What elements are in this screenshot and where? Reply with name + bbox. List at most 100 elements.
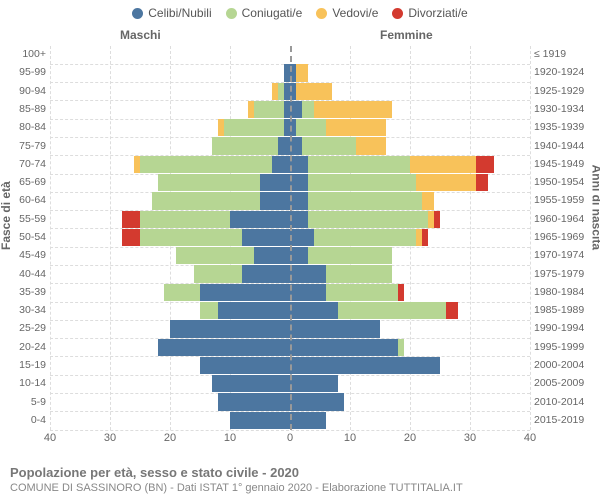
female-label: Femmine	[380, 28, 433, 42]
bar-segment	[326, 284, 398, 301]
footer: Popolazione per età, sesso e stato civil…	[10, 465, 590, 494]
bar-segment	[476, 174, 488, 191]
bar-segment	[212, 375, 290, 392]
bar-segment	[296, 64, 308, 81]
legend-item: Divorziati/e	[392, 6, 467, 20]
bar-segment	[326, 119, 386, 136]
birth-year-label: 1990-1994	[534, 322, 596, 334]
birth-year-label: 2010-2014	[534, 396, 596, 408]
male-label: Maschi	[120, 28, 161, 42]
bar-segment	[338, 302, 446, 319]
bar-segment	[290, 211, 308, 228]
birth-year-label: 1985-1989	[534, 304, 596, 316]
birth-year-label: 1920-1924	[534, 66, 596, 78]
legend-item: Celibi/Nubili	[132, 6, 211, 20]
age-label: 25-29	[4, 322, 46, 334]
bar-segment	[290, 229, 314, 246]
bar-segment	[290, 174, 308, 191]
age-label: 55-59	[4, 213, 46, 225]
bar-segment	[290, 265, 326, 282]
birth-year-label: 1935-1939	[534, 121, 596, 133]
bar-segment	[290, 393, 344, 410]
bar-segment	[200, 302, 218, 319]
bar-segment	[308, 174, 416, 191]
bar-segment	[308, 156, 410, 173]
x-tick-label: 10	[344, 432, 356, 444]
bar-segment	[254, 101, 284, 118]
age-label: 15-19	[4, 359, 46, 371]
birth-year-label: 1995-1999	[534, 341, 596, 353]
x-tick-label: 0	[287, 432, 293, 444]
bar-segment	[242, 229, 290, 246]
legend-label: Celibi/Nubili	[148, 6, 211, 20]
bar-segment	[290, 284, 326, 301]
bar-segment	[446, 302, 458, 319]
bar-segment	[224, 119, 284, 136]
bar-segment	[194, 265, 242, 282]
bar-segment	[158, 174, 260, 191]
bar-segment	[260, 192, 290, 209]
age-label: 35-39	[4, 286, 46, 298]
legend-item: Vedovi/e	[316, 6, 378, 20]
birth-year-label: 1955-1959	[534, 194, 596, 206]
birth-year-label: 1960-1964	[534, 213, 596, 225]
bar-segment	[296, 83, 332, 100]
x-tick-label: 20	[164, 432, 176, 444]
bar-segment	[140, 156, 272, 173]
bar-segment	[314, 101, 392, 118]
bar-segment	[314, 229, 416, 246]
bar-segment	[422, 229, 428, 246]
footer-title: Popolazione per età, sesso e stato civil…	[10, 465, 590, 480]
birth-year-label: 1965-1969	[534, 231, 596, 243]
chart-area: 100+≤ 191995-991920-192490-941925-192985…	[50, 46, 530, 430]
birth-year-label: 1980-1984	[534, 286, 596, 298]
birth-year-label: 1970-1974	[534, 249, 596, 261]
bar-segment	[152, 192, 260, 209]
bar-segment	[164, 284, 200, 301]
age-label: 40-44	[4, 268, 46, 280]
bar-segment	[254, 247, 290, 264]
bar-segment	[278, 137, 290, 154]
birth-year-label: 1945-1949	[534, 158, 596, 170]
birth-year-label: ≤ 1919	[534, 48, 596, 60]
bar-segment	[272, 156, 290, 173]
legend-label: Divorziati/e	[408, 6, 467, 20]
birth-year-label: 1950-1954	[534, 176, 596, 188]
bar-segment	[410, 156, 476, 173]
birth-year-label: 1940-1944	[534, 140, 596, 152]
legend-item: Coniugati/e	[226, 6, 303, 20]
bar-segment	[308, 211, 428, 228]
bar-segment	[176, 247, 254, 264]
age-label: 100+	[4, 48, 46, 60]
bar-segment	[302, 101, 314, 118]
legend-swatch	[392, 8, 403, 19]
x-tick-label: 20	[404, 432, 416, 444]
x-tick-label: 40	[44, 432, 56, 444]
bar-segment	[200, 284, 290, 301]
age-label: 95-99	[4, 66, 46, 78]
bar-segment	[398, 339, 404, 356]
bar-segment	[122, 211, 140, 228]
center-line	[290, 46, 292, 430]
birth-year-label: 1975-1979	[534, 268, 596, 280]
birth-year-label: 1930-1934	[534, 103, 596, 115]
bar-segment	[290, 247, 308, 264]
bar-segment	[302, 137, 356, 154]
age-label: 65-69	[4, 176, 46, 188]
legend: Celibi/Nubili Coniugati/e Vedovi/e Divorzia…	[0, 0, 600, 20]
bar-segment	[290, 412, 326, 429]
birth-year-label: 2000-2004	[534, 359, 596, 371]
bar-segment	[290, 320, 380, 337]
bar-segment	[260, 174, 290, 191]
bar-segment	[416, 174, 476, 191]
bar-segment	[398, 284, 404, 301]
bar-segment	[230, 211, 290, 228]
age-label: 90-94	[4, 85, 46, 97]
bar-segment	[122, 229, 140, 246]
bar-segment	[476, 156, 494, 173]
bar-segment	[290, 339, 398, 356]
bar-segment	[290, 302, 338, 319]
bar-segment	[308, 192, 422, 209]
bar-segment	[218, 393, 290, 410]
x-tick-label: 40	[524, 432, 536, 444]
